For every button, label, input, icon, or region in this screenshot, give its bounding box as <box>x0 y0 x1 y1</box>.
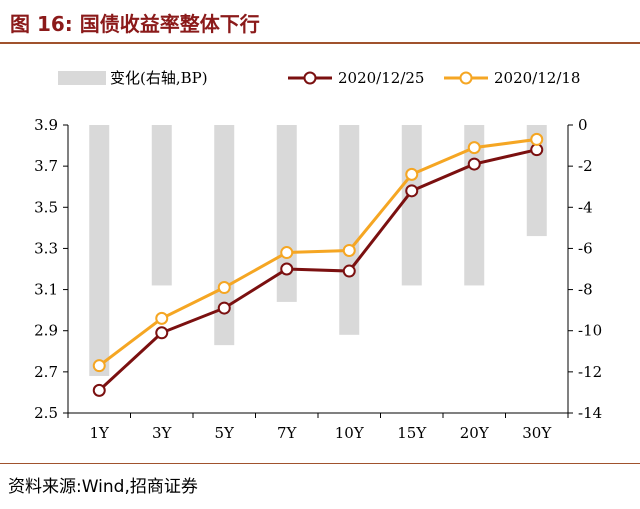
point-2020/12/25-3Y <box>155 326 169 340</box>
bar-3Y <box>151 125 172 286</box>
figure-title: 图 16: 国债收益率整体下行 <box>10 12 260 36</box>
x-tick-label: 15Y <box>397 424 427 442</box>
bar-1Y <box>89 125 110 376</box>
left-tick-label: 3.3 <box>34 239 58 257</box>
right-tick-label: -14 <box>578 404 602 422</box>
x-tick-label: 20Y <box>460 424 490 442</box>
point-2020/12/18-3Y <box>155 311 169 325</box>
legend-marker-2020/12/18 <box>459 71 473 85</box>
left-tick-label: 2.7 <box>34 363 58 381</box>
point-2020/12/18-10Y <box>342 243 356 257</box>
x-tick-label: 3Y <box>152 424 173 442</box>
point-2020/12/25-10Y <box>342 264 356 278</box>
title-divider <box>0 42 640 44</box>
bar-15Y <box>401 125 422 286</box>
point-2020/12/18-20Y <box>467 141 481 155</box>
legend-label-2020/12/18: 2020/12/18 <box>494 69 580 87</box>
point-2020/12/18-15Y <box>405 167 419 181</box>
left-tick-label: 3.1 <box>34 281 58 299</box>
point-2020/12/18-30Y <box>530 132 544 146</box>
right-tick-label: -10 <box>578 322 602 340</box>
series-line-2020/12/25 <box>98 148 538 392</box>
point-2020/12/25-15Y <box>405 184 419 198</box>
left-tick-label: 2.5 <box>34 404 58 422</box>
legend-marker-2020/12/25 <box>303 71 317 85</box>
left-tick-label: 3.9 <box>34 116 58 134</box>
point-2020/12/18-5Y <box>217 281 231 295</box>
right-tick-label: -8 <box>578 281 593 299</box>
x-tick-label: 5Y <box>215 424 236 442</box>
x-tick-label: 30Y <box>522 424 552 442</box>
legend: 变化(右轴,BP) 2020/12/25 2020/12/18 <box>58 69 580 87</box>
bar-10Y <box>339 125 360 335</box>
right-tick-label: -2 <box>578 157 593 175</box>
point-2020/12/25-5Y <box>217 301 231 315</box>
line-series <box>92 132 544 397</box>
right-tick-label: 0 <box>578 116 588 134</box>
point-2020/12/18-1Y <box>92 359 106 373</box>
legend-label-2020/12/25: 2020/12/25 <box>338 69 424 87</box>
axes: 3.9 3.7 3.5 3.3 3.1 2.9 2.7 2.5 0 -2 -4 -6 -8 -10 -12 -… <box>34 116 602 442</box>
right-tick-label: -12 <box>578 363 602 381</box>
legend-swatch-bar <box>58 71 106 85</box>
point-2020/12/18-7Y <box>280 246 294 260</box>
left-tick-label: 2.9 <box>34 322 58 340</box>
x-tick-label: 7Y <box>277 424 298 442</box>
left-tick-label: 3.7 <box>34 157 58 175</box>
x-tick-label: 10Y <box>335 424 365 442</box>
left-tick-label: 3.5 <box>34 198 58 216</box>
right-tick-label: -6 <box>578 239 593 257</box>
right-tick-label: -4 <box>578 198 593 216</box>
source-divider <box>0 463 640 464</box>
source-note: 资料来源:Wind,招商证券 <box>8 477 198 497</box>
series-line-2020/12/18 <box>98 137 537 367</box>
legend-label-bar: 变化(右轴,BP) <box>110 69 208 87</box>
point-2020/12/25-20Y <box>467 157 481 171</box>
point-2020/12/25-7Y <box>280 262 294 276</box>
bar-7Y <box>276 125 297 302</box>
x-tick-label: 1Y <box>90 424 111 442</box>
point-2020/12/25-1Y <box>92 383 106 397</box>
